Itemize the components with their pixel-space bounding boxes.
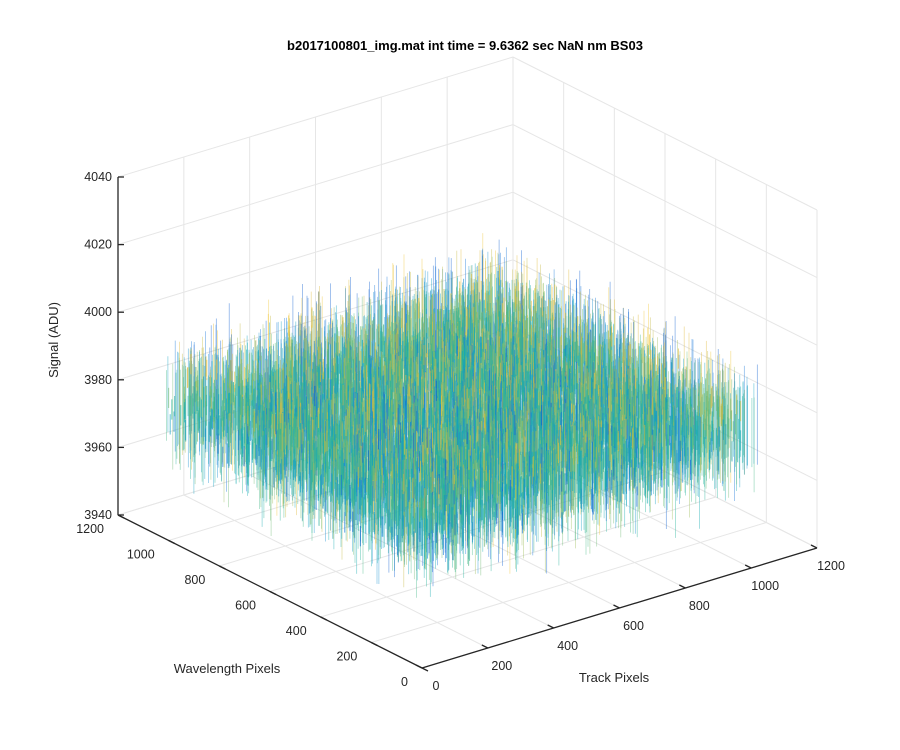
grid-line <box>512 191 818 346</box>
grid-line <box>512 124 818 279</box>
chart-title: b2017100801_img.mat int time = 9.6362 se… <box>287 38 643 53</box>
grid-line <box>117 56 514 178</box>
grid-line <box>512 56 818 211</box>
grid-line <box>117 124 514 246</box>
surface-mesh <box>166 233 758 598</box>
grid-line <box>512 259 818 414</box>
grid-line <box>371 522 767 643</box>
grid-line <box>117 191 514 313</box>
